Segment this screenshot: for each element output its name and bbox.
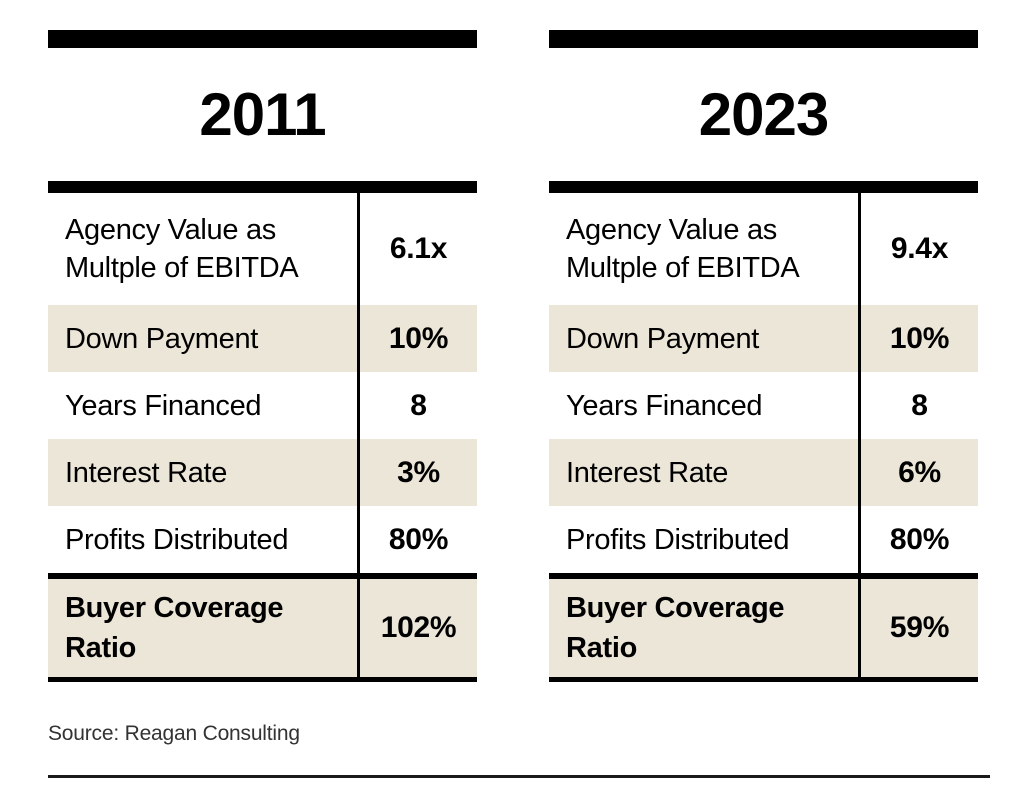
row-label: Buyer Coverage Ratio <box>48 579 360 677</box>
table-row: Down Payment 10% <box>549 305 978 372</box>
row-label: Years Financed <box>549 372 861 439</box>
table-row: Profits Distributed 80% <box>549 506 978 573</box>
year-title: 2023 <box>698 81 829 148</box>
row-value: 59% <box>889 611 950 644</box>
table-columns: 2011 Agency Value as Multple of EBITDA 6… <box>48 30 1024 682</box>
row-label: Years Financed <box>48 372 360 439</box>
table-row-total: Buyer Coverage Ratio 59% <box>549 573 978 677</box>
table-row: Down Payment 10% <box>48 305 477 372</box>
row-value: 8 <box>911 388 928 422</box>
comparison-table-2011: Agency Value as Multple of EBITDA 6.1x D… <box>48 181 477 682</box>
table-row: Profits Distributed 80% <box>48 506 477 573</box>
row-value: 9.4x <box>890 232 949 265</box>
row-value: 10% <box>889 321 950 355</box>
comparison-graphic: 2011 Agency Value as Multple of EBITDA 6… <box>48 30 1024 778</box>
top-bar <box>48 30 477 48</box>
row-value: 6% <box>898 455 941 489</box>
row-value: 8 <box>410 388 427 422</box>
panel-2011: 2011 Agency Value as Multple of EBITDA 6… <box>48 30 477 682</box>
year-title: 2011 <box>199 81 326 148</box>
table-row: Interest Rate 6% <box>549 439 978 506</box>
table-row: Years Financed 8 <box>48 372 477 439</box>
table-row: Interest Rate 3% <box>48 439 477 506</box>
row-value: 102% <box>380 611 457 644</box>
table-row: Agency Value as Multple of EBITDA 9.4x <box>549 193 978 305</box>
row-value: 3% <box>397 455 440 489</box>
source-note: Source: Reagan Consulting <box>48 722 300 745</box>
row-value: 80% <box>388 522 449 556</box>
panel-2023: 2023 Agency Value as Multple of EBITDA 9… <box>549 30 978 682</box>
row-label: Down Payment <box>48 305 360 372</box>
row-value: 6.1x <box>389 232 448 265</box>
row-label: Interest Rate <box>48 439 360 506</box>
comparison-table-2023: Agency Value as Multple of EBITDA 9.4x D… <box>549 181 978 682</box>
row-label: Interest Rate <box>549 439 861 506</box>
table-row: Years Financed 8 <box>549 372 978 439</box>
row-label: Buyer Coverage Ratio <box>549 579 861 677</box>
top-bar <box>549 30 978 48</box>
row-label: Down Payment <box>549 305 861 372</box>
row-label: Agency Value as Multple of EBITDA <box>549 193 861 305</box>
row-value: 10% <box>388 321 449 355</box>
table-row: Agency Value as Multple of EBITDA 6.1x <box>48 193 477 305</box>
row-label: Profits Distributed <box>549 506 861 573</box>
row-label: Agency Value as Multple of EBITDA <box>48 193 360 305</box>
row-label: Profits Distributed <box>48 506 360 573</box>
row-value: 80% <box>889 522 950 556</box>
table-row-total: Buyer Coverage Ratio 102% <box>48 573 477 677</box>
bottom-rule <box>48 775 990 778</box>
